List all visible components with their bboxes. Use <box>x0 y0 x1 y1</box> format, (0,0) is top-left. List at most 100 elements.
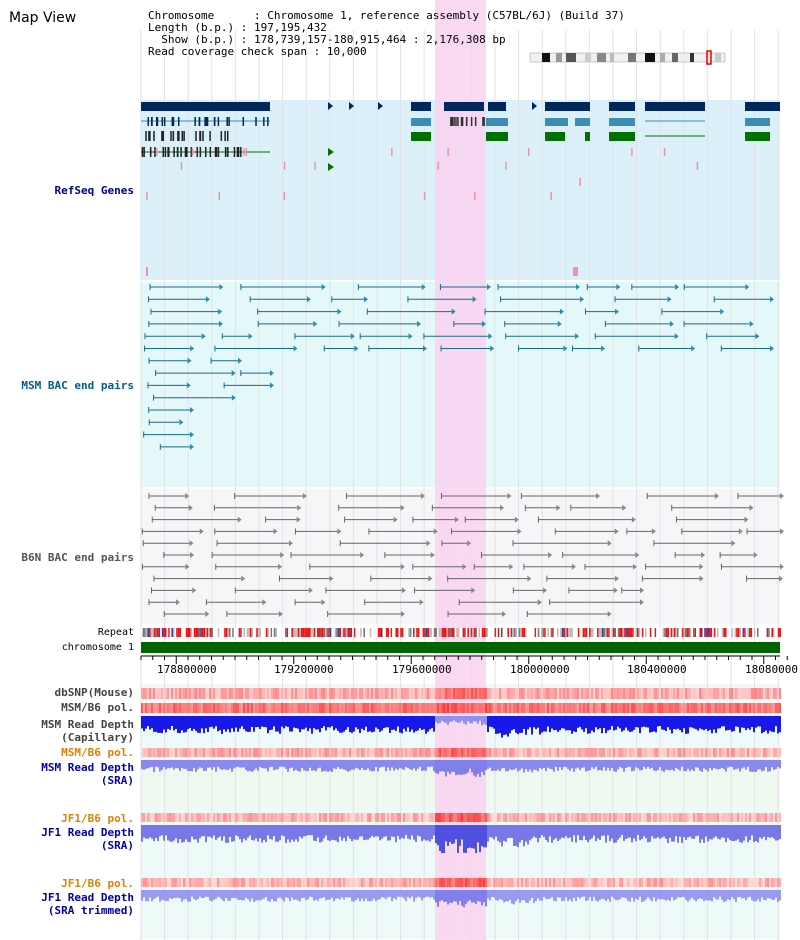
read-depth-bar <box>149 825 151 838</box>
read-depth-bar <box>583 760 585 768</box>
read-depth-bar <box>547 825 549 843</box>
polymorphism-cell <box>531 748 533 757</box>
read-depth-bar <box>183 890 185 900</box>
read-depth-bar <box>719 760 721 769</box>
jf1-b6-pol-label[interactable]: JF1/B6 pol. <box>61 812 134 825</box>
read-depth-bar <box>637 760 639 769</box>
read-depth-bar <box>343 890 345 900</box>
polymorphism-cell <box>381 703 383 713</box>
msm-b6-pol-label[interactable]: MSM/B6 pol. <box>61 701 134 714</box>
polymorphism-cell <box>413 703 415 713</box>
read-depth-bar <box>595 825 597 842</box>
read-depth-bar <box>725 716 727 731</box>
read-depth-bar <box>747 825 749 843</box>
polymorphism-cell <box>649 703 651 713</box>
polymorphism-cell <box>623 703 625 713</box>
jf1-read-depth-trimmed-label[interactable]: JF1 Read Depth (SRA trimmed) <box>41 891 134 917</box>
polymorphism-cell <box>187 748 189 757</box>
polymorphism-cell <box>581 878 583 887</box>
polymorphism-cell <box>571 703 573 713</box>
polymorphism-cell <box>513 688 515 699</box>
refseq-gene-block <box>411 118 431 126</box>
polymorphism-cell <box>337 703 339 713</box>
repeat-element <box>475 628 477 637</box>
polymorphism-cell <box>443 813 445 822</box>
polymorphism-cell <box>181 703 183 713</box>
polymorphism-cell <box>277 703 279 713</box>
read-depth-bar <box>671 825 673 842</box>
read-depth-bar <box>571 760 573 769</box>
repeat-element <box>251 628 253 637</box>
read-depth-bar <box>307 890 309 900</box>
polymorphism-cell <box>747 878 749 887</box>
repeat-element <box>176 628 178 637</box>
polymorphism-cell <box>467 813 469 822</box>
read-depth-bar <box>373 890 375 899</box>
read-depth-bar <box>669 890 671 901</box>
polymorphism-cell <box>333 878 335 887</box>
read-depth-bar <box>433 890 435 900</box>
polymorphism-cell <box>627 878 629 887</box>
polymorphism-cell <box>321 748 323 757</box>
dbsnp-label[interactable]: dbSNP(Mouse) <box>54 686 134 699</box>
repeat-element <box>645 628 647 637</box>
polymorphism-cell <box>605 878 607 887</box>
msm-read-depth-sra-label[interactable]: MSM Read Depth (SRA) <box>41 761 134 787</box>
read-depth-bar <box>187 716 189 730</box>
axis-tick-label: 180400000 <box>627 663 687 676</box>
polymorphism-cell <box>601 878 603 887</box>
b6n-bac-end-pairs-label[interactable]: B6N BAC end pairs <box>21 551 134 564</box>
polymorphism-cell <box>357 813 359 822</box>
polymorphism-cell <box>333 748 335 757</box>
jf1-b6-pol-trimmed-label[interactable]: JF1/B6 pol. <box>61 877 134 890</box>
polymorphism-cell <box>631 688 633 699</box>
repeat-element <box>235 628 237 637</box>
refseq-exon <box>214 147 217 157</box>
polymorphism-cell <box>555 813 557 822</box>
polymorphism-cell <box>581 748 583 757</box>
ideogram-position-marker <box>706 50 712 65</box>
ideogram-band <box>715 53 721 62</box>
read-depth-bar <box>329 716 331 728</box>
refseq-gene-block <box>585 132 590 141</box>
polymorphism-cell <box>609 813 611 822</box>
msm-bac-end-pairs-label[interactable]: MSM BAC end pairs <box>21 379 134 392</box>
msm-bac-arrow <box>691 345 696 352</box>
polymorphism-cell <box>325 688 327 699</box>
read-depth-bar <box>337 760 339 768</box>
polymorphism-cell <box>533 813 535 822</box>
polymorphism-cell <box>367 748 369 757</box>
repeat-element <box>507 628 509 637</box>
msm-read-depth-capillary-label[interactable]: MSM Read Depth (Capillary) <box>41 718 134 744</box>
jf1-read-depth-sra-label[interactable]: JF1 Read Depth (SRA) <box>41 826 134 852</box>
polymorphism-cell <box>749 748 751 757</box>
polymorphism-cell <box>533 703 535 713</box>
refseq-genes-label[interactable]: RefSeq Genes <box>54 184 134 197</box>
polymorphism-cell <box>529 703 531 713</box>
read-depth-bar <box>483 825 485 848</box>
polymorphism-cell <box>397 878 399 887</box>
read-depth-bar <box>729 716 731 730</box>
polymorphism-cell <box>567 813 569 822</box>
polymorphism-cell <box>625 813 627 822</box>
read-depth-bar <box>441 760 443 772</box>
polymorphism-cell <box>323 748 325 757</box>
read-depth-bar <box>507 716 509 737</box>
polymorphism-cell <box>161 688 163 699</box>
polymorphism-cell <box>179 748 181 757</box>
read-depth-bar <box>589 825 591 840</box>
polymorphism-cell <box>703 813 705 822</box>
msm-b6-pol-sra-label[interactable]: MSM/B6 pol. <box>61 746 134 759</box>
read-depth-bar <box>207 760 209 768</box>
b6n-bac-arrow <box>419 599 424 606</box>
polymorphism-cell <box>285 878 287 887</box>
read-depth-bar <box>519 890 521 903</box>
read-depth-bar <box>459 716 461 723</box>
read-depth-bar <box>223 825 225 837</box>
read-depth-bar <box>353 825 355 840</box>
coverage-value: 10,000 <box>326 45 367 58</box>
read-depth-bar <box>599 760 601 770</box>
polymorphism-cell <box>201 748 203 757</box>
refseq-exon <box>162 147 165 157</box>
